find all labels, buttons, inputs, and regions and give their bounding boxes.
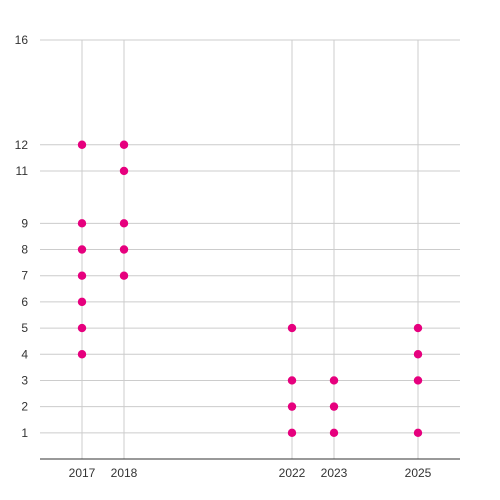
- grid-layer: [40, 39, 460, 459]
- data-point-2018-7: [119, 271, 129, 280]
- y-tick-label-3: 3: [21, 373, 28, 387]
- point-layer: [77, 140, 423, 438]
- y-tick-label-9: 9: [21, 216, 28, 230]
- y-tick-label-2: 2: [21, 400, 28, 414]
- x-tick-label-2023: 2023: [321, 466, 348, 480]
- x-tick-label-2017: 2017: [69, 466, 96, 480]
- data-point-2018-12: [119, 140, 129, 149]
- data-point-2022-2: [287, 402, 297, 411]
- data-point-2018-9: [119, 219, 129, 228]
- y-tick-label-7: 7: [21, 269, 28, 283]
- data-point-2025-4: [413, 350, 423, 359]
- y-tick-label-16: 16: [15, 33, 29, 47]
- data-point-2017-12: [77, 140, 87, 149]
- y-tick-label-5: 5: [21, 321, 28, 335]
- y-tick-label-12: 12: [15, 138, 29, 152]
- y-tick-label-1: 1: [21, 426, 28, 440]
- data-point-2017-9: [77, 219, 87, 228]
- data-point-2017-4: [77, 350, 87, 359]
- y-tick-label-6: 6: [21, 295, 28, 309]
- data-point-2017-5: [77, 323, 87, 333]
- data-point-2022-1: [287, 428, 297, 438]
- data-point-2023-2: [329, 402, 339, 411]
- data-point-2025-5: [413, 323, 423, 333]
- data-point-2018-11: [119, 166, 129, 176]
- data-point-2017-7: [77, 271, 87, 280]
- y-tick-label-8: 8: [21, 243, 28, 257]
- data-point-2022-3: [287, 376, 297, 385]
- x-tick-label-2018: 2018: [111, 466, 138, 480]
- x-tick-label-2025: 2025: [405, 466, 432, 480]
- data-point-2017-6: [77, 297, 87, 307]
- data-point-2025-1: [413, 428, 423, 438]
- data-point-2022-5: [287, 323, 297, 333]
- y-tick-label-11: 11: [16, 164, 29, 178]
- data-point-2023-1: [329, 428, 339, 438]
- data-point-2023-3: [329, 376, 339, 385]
- y-tick-label-4: 4: [21, 347, 28, 361]
- data-point-2018-8: [119, 245, 129, 254]
- data-point-2017-8: [77, 245, 87, 254]
- x-tick-label-2022: 2022: [279, 466, 306, 480]
- data-point-2025-3: [413, 376, 423, 385]
